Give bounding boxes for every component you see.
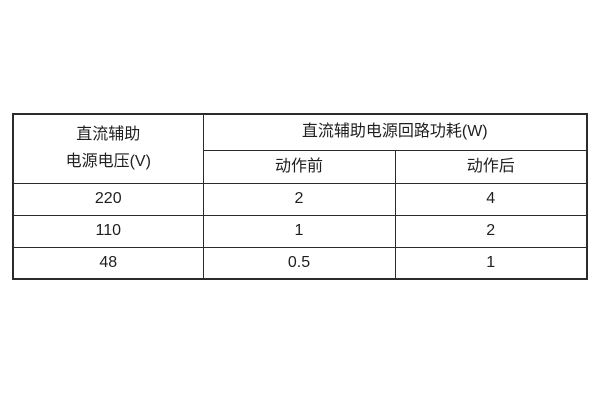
- cell-after: 2: [394, 214, 588, 248]
- header-cell-after-action: 动作后: [394, 149, 588, 184]
- table-row: 110 1 2: [12, 214, 588, 248]
- cell-before: 2: [202, 182, 396, 216]
- table-row: 220 2 4: [12, 182, 588, 216]
- header-voltage-line2: 电源电压(V): [65, 152, 151, 170]
- cell-before: 0.5: [202, 246, 396, 280]
- header-row-sub: 动作前 动作后: [13, 149, 588, 184]
- header-row-top: 直流辅助 电源电压(V) 直流辅助电源回路功耗(W): [12, 113, 588, 184]
- table-row: 48 0.5 1: [12, 246, 588, 280]
- cell-after: 4: [394, 182, 588, 216]
- header-cell-power-group: 直流辅助电源回路功耗(W): [202, 113, 588, 151]
- cell-voltage: 220: [12, 182, 204, 216]
- power-consumption-table: 直流辅助 电源电压(V) 直流辅助电源回路功耗(W) 动作前 动作后 220 2…: [12, 113, 589, 280]
- header-cell-before-action: 动作前: [202, 149, 396, 184]
- cell-voltage: 110: [12, 214, 204, 248]
- cell-before: 1: [202, 214, 396, 248]
- cell-voltage: 48: [12, 246, 204, 280]
- cell-after: 1: [394, 246, 588, 280]
- header-cell-voltage: 直流辅助 电源电压(V): [12, 113, 204, 184]
- header-voltage-line1: 直流辅助: [76, 126, 141, 144]
